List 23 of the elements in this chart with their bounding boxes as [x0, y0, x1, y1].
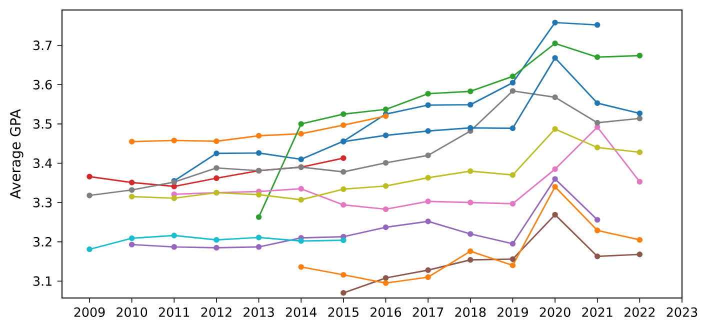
x-tick-label: 2023: [666, 307, 698, 317]
y-tick-label: 3.5: [33, 119, 52, 129]
x-tick-label: 2019: [498, 307, 528, 317]
x-tick-label: 2020: [540, 307, 570, 317]
x-tick-label: 2016: [370, 307, 402, 317]
x-tick-label: 2014: [286, 307, 317, 317]
y-tick-label: 3.3: [33, 198, 52, 208]
y-tick-label: 3.2: [33, 237, 52, 247]
x-tick-label: 2021: [582, 307, 612, 317]
x-tick-label: 2017: [412, 307, 444, 317]
x-tick-label: 2009: [74, 307, 105, 317]
x-tick-label: 2018: [455, 307, 486, 317]
x-tick-label: 2015: [328, 307, 358, 317]
y-tick-label: 3.1: [33, 276, 52, 286]
x-tick-label: 2010: [116, 307, 148, 317]
y-tick-label: 3.6: [33, 80, 52, 90]
x-tick-label: 2013: [244, 307, 274, 317]
x-tick-label: 2022: [624, 307, 655, 317]
y-tick-label: 3.4: [33, 158, 52, 168]
x-tick-label: 2012: [201, 307, 232, 317]
y-axis-title: Average GPA: [10, 109, 24, 199]
x-tick-label: 2011: [158, 307, 190, 317]
y-tick-label: 3.7: [33, 40, 52, 50]
